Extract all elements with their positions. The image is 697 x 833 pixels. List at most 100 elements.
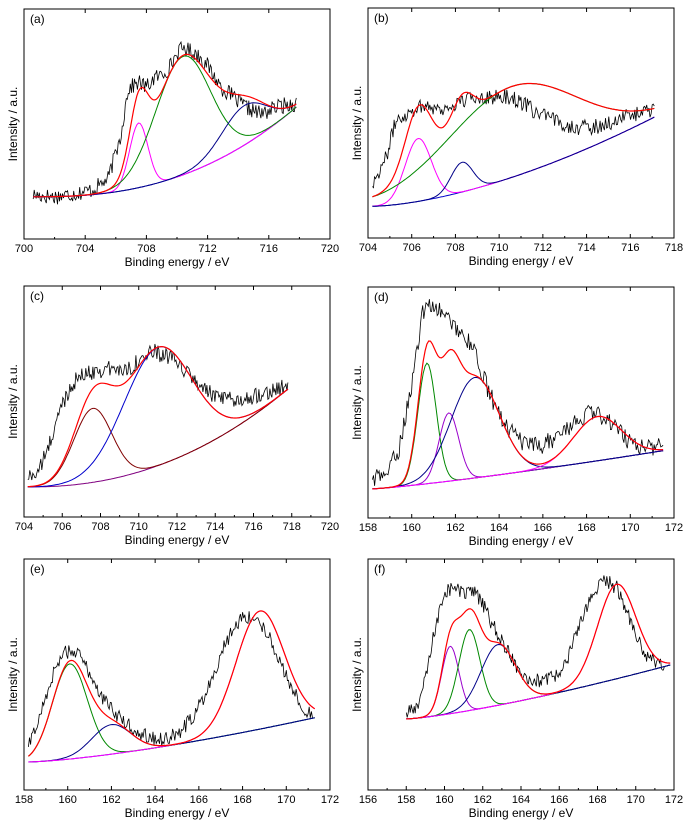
x-tick-label: 160 <box>403 522 421 534</box>
baseline-curve <box>27 388 289 488</box>
y-axis-label: Intensity / a.u. <box>6 364 20 439</box>
raw-spectrum-line <box>27 343 289 481</box>
x-tick-label: 704 <box>359 242 377 254</box>
panel-label: (a) <box>30 12 45 26</box>
baseline-curve <box>33 106 297 198</box>
x-axis-label: Binding energy / eV <box>125 255 230 269</box>
x-tick-label: 710 <box>490 242 508 254</box>
x-tick-label: 168 <box>577 522 595 534</box>
xps-panel-4: (d) 158 160 162 164 166 168 170 172 Binding energ… <box>350 286 683 548</box>
x-tick-label: 172 <box>665 794 683 806</box>
panel-label: (f) <box>374 562 385 576</box>
x-tick-label: 162 <box>102 794 120 806</box>
panel-label: (d) <box>374 290 389 304</box>
x-tick-label: 160 <box>435 794 453 806</box>
x-tick-label: 714 <box>206 521 224 533</box>
panel-label: (b) <box>374 11 389 25</box>
xps-panel-1: (a) 700 704 708 712 716 720 Binding energy / eV… <box>6 8 339 269</box>
x-tick-label: 156 <box>359 794 377 806</box>
xps-panel-2: (b) 704 706 708 710 712 714 716 718 Binding energ… <box>350 7 683 268</box>
x-tick-label: 166 <box>534 522 552 534</box>
fit-envelope-line <box>406 583 671 720</box>
x-tick-label: 164 <box>146 794 164 806</box>
x-tick-label: 168 <box>233 794 251 806</box>
x-tick-label: 708 <box>446 242 464 254</box>
x-tick-label: 716 <box>260 243 278 255</box>
fit-envelope-line <box>372 340 664 490</box>
raw-spectrum-line <box>372 89 655 189</box>
x-tick-label: 720 <box>321 243 339 255</box>
baseline-curve <box>372 450 664 490</box>
x-tick-label: 162 <box>446 522 464 534</box>
fit-envelope-line <box>33 53 297 198</box>
fit-peak-1 <box>33 106 297 198</box>
fit-peak-2 <box>33 55 297 198</box>
x-axis-label: Binding energy / eV <box>125 806 230 820</box>
raw-spectrum-line <box>372 299 664 486</box>
x-tick-label: 712 <box>198 243 216 255</box>
x-tick-label: 172 <box>665 522 683 534</box>
x-tick-label: 708 <box>137 243 155 255</box>
x-tick-label: 166 <box>550 794 568 806</box>
xps-panel-3: (c) 704 706 708 710 712 714 716 718 720 Binding en… <box>6 285 339 547</box>
x-axis-label: Binding energy / eV <box>125 533 230 547</box>
panel-label: (c) <box>30 289 44 303</box>
xps-panel-6: (f) 156 158 160 162 164 166 168 170 172 Binding en… <box>350 558 683 820</box>
x-tick-label: 718 <box>665 242 683 254</box>
x-tick-label: 158 <box>359 522 377 534</box>
plot-frame <box>23 285 331 518</box>
baseline-curve <box>372 116 655 207</box>
y-axis-label: Intensity / a.u. <box>350 86 364 161</box>
x-tick-label: 172 <box>321 794 339 806</box>
x-tick-label: 158 <box>15 794 33 806</box>
fit-envelope-line <box>28 610 316 757</box>
x-tick-label: 712 <box>534 242 552 254</box>
y-axis-label: Intensity / a.u. <box>6 637 20 712</box>
x-tick-label: 170 <box>277 794 295 806</box>
fit-peak-1 <box>27 388 289 488</box>
raw-spectrum-line <box>405 575 665 718</box>
x-tick-label: 168 <box>588 794 606 806</box>
y-axis-label: Intensity / a.u. <box>6 87 20 162</box>
x-tick-label: 170 <box>627 794 645 806</box>
plot-frame <box>367 7 675 239</box>
raw-spectrum-line <box>32 40 297 205</box>
x-tick-label: 718 <box>283 521 301 533</box>
x-tick-label: 714 <box>577 242 595 254</box>
x-tick-label: 706 <box>403 242 421 254</box>
x-tick-label: 164 <box>512 794 530 806</box>
fit-peak-1 <box>28 663 315 757</box>
x-tick-label: 170 <box>621 522 639 534</box>
x-tick-label: 716 <box>244 521 262 533</box>
x-tick-label: 716 <box>621 242 639 254</box>
baseline-curve <box>406 664 671 720</box>
y-axis-label: Intensity / a.u. <box>350 365 364 440</box>
x-tick-label: 704 <box>15 521 33 533</box>
fit-peak-2 <box>372 116 655 207</box>
x-tick-label: 706 <box>53 521 71 533</box>
xps-panel-5: (e) 158 160 162 164 166 168 170 172 Binding energ… <box>6 558 339 820</box>
plot-frame <box>367 286 675 519</box>
x-tick-label: 712 <box>168 521 186 533</box>
x-tick-label: 158 <box>397 794 415 806</box>
plot-frame <box>23 8 331 240</box>
fit-envelope-line <box>27 345 289 488</box>
x-tick-label: 720 <box>321 521 339 533</box>
x-axis-label: Binding energy / eV <box>469 806 574 820</box>
y-axis-label: Intensity / a.u. <box>350 637 364 712</box>
x-tick-label: 704 <box>76 243 94 255</box>
x-axis-label: Binding energy / eV <box>469 254 574 268</box>
fit-peak-1 <box>372 116 655 207</box>
x-tick-label: 700 <box>15 243 33 255</box>
fit-envelope-line <box>372 82 655 198</box>
x-tick-label: 164 <box>490 522 508 534</box>
raw-spectrum-line <box>28 611 313 747</box>
x-tick-label: 162 <box>474 794 492 806</box>
x-axis-label: Binding energy / eV <box>469 534 574 548</box>
x-tick-label: 166 <box>190 794 208 806</box>
x-tick-label: 160 <box>59 794 77 806</box>
x-tick-label: 708 <box>91 521 109 533</box>
panel-label: (e) <box>30 562 45 576</box>
x-tick-label: 710 <box>130 521 148 533</box>
